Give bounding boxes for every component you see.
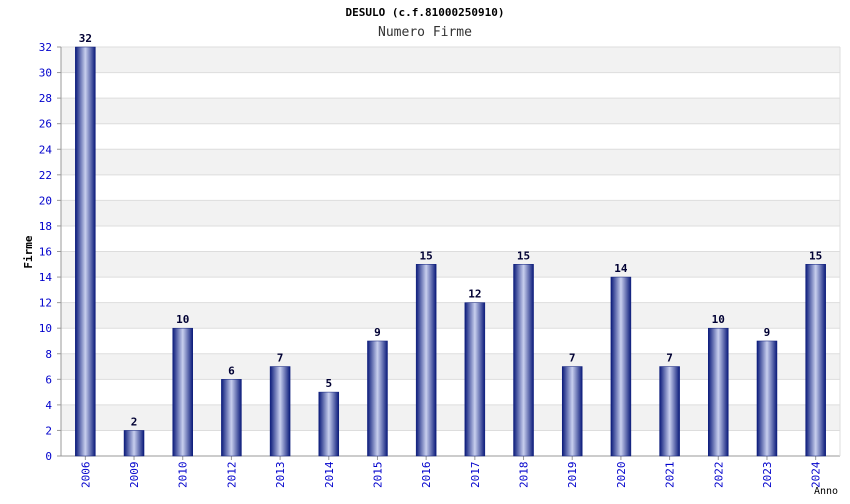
y-tick-label: 20 [39, 194, 52, 207]
data-label: 12 [468, 288, 481, 301]
data-label: 9 [374, 326, 381, 339]
x-tick-label: 2023 [761, 462, 774, 489]
data-label: 9 [764, 326, 771, 339]
bar [75, 46, 96, 457]
x-tick-label: 2015 [371, 462, 384, 489]
data-label: 5 [325, 377, 332, 390]
x-tick-label: 2013 [274, 462, 287, 489]
bar [123, 430, 145, 457]
chart-subtitle: Numero Firme [378, 25, 472, 40]
y-tick-label: 6 [45, 373, 52, 386]
y-tick-label: 4 [45, 399, 52, 412]
data-label: 15 [420, 249, 433, 262]
x-tick-label: 2010 [177, 462, 190, 489]
x-tick-label: 2018 [518, 462, 531, 489]
grid-band [61, 251, 840, 278]
data-label: 15 [809, 249, 822, 262]
data-label: 2 [131, 415, 138, 428]
x-tick-label: 2021 [664, 462, 677, 489]
y-tick-label: 30 [39, 67, 52, 80]
y-tick-label: 8 [45, 348, 52, 361]
chart-title: DESULO (c.f.81000250910) [345, 6, 505, 19]
data-label: 7 [277, 352, 284, 365]
bar [610, 276, 632, 457]
bar [561, 366, 583, 457]
data-label: 7 [666, 352, 673, 365]
x-tick-label: 2017 [469, 462, 482, 489]
bar [513, 264, 534, 457]
x-tick-label: 2019 [566, 462, 579, 489]
data-label: 32 [79, 32, 92, 45]
bar [464, 302, 486, 457]
y-tick-label: 28 [39, 92, 52, 105]
x-tick-label: 2020 [615, 462, 628, 489]
bar [708, 327, 729, 457]
y-tick-label: 2 [45, 424, 52, 437]
x-axis-label: Anno [814, 486, 838, 497]
grid-band [61, 200, 840, 226]
bar [221, 379, 242, 457]
y-tick-label: 18 [39, 220, 52, 233]
x-tick-label: 2006 [79, 462, 92, 489]
y-tick-label: 16 [39, 246, 52, 259]
bar [415, 264, 437, 457]
data-label: 10 [176, 313, 189, 326]
data-label: 14 [614, 262, 628, 275]
y-tick-label: 24 [39, 143, 53, 156]
bar [318, 391, 340, 457]
data-label: 7 [569, 352, 576, 365]
grid-band [61, 47, 840, 73]
bar [269, 366, 291, 457]
y-tick-label: 10 [39, 322, 52, 335]
bar [756, 340, 778, 457]
x-tick-label: 2016 [420, 462, 433, 489]
y-tick-label: 12 [39, 297, 52, 310]
y-tick-label: 26 [39, 118, 52, 131]
y-axis-label: Firme [22, 235, 35, 268]
y-tick-label: 14 [39, 271, 53, 284]
bar [172, 327, 193, 457]
data-label: 15 [517, 249, 530, 262]
y-tick-label: 22 [39, 169, 52, 182]
x-tick-label: 2012 [225, 462, 238, 489]
bar [367, 340, 388, 457]
grid-band [61, 98, 840, 124]
x-tick-label: 2014 [323, 461, 336, 488]
x-tick-label: 2009 [128, 462, 141, 489]
bar [659, 366, 680, 457]
x-tick-label: 2022 [712, 462, 725, 489]
data-label: 10 [712, 313, 725, 326]
grid-band [61, 149, 840, 175]
data-label: 6 [228, 364, 235, 377]
y-tick-label: 0 [45, 450, 52, 463]
y-tick-label: 32 [39, 41, 52, 54]
bar [805, 264, 826, 457]
x-tick-label: 2024 [810, 461, 823, 488]
grid-band [61, 302, 840, 329]
